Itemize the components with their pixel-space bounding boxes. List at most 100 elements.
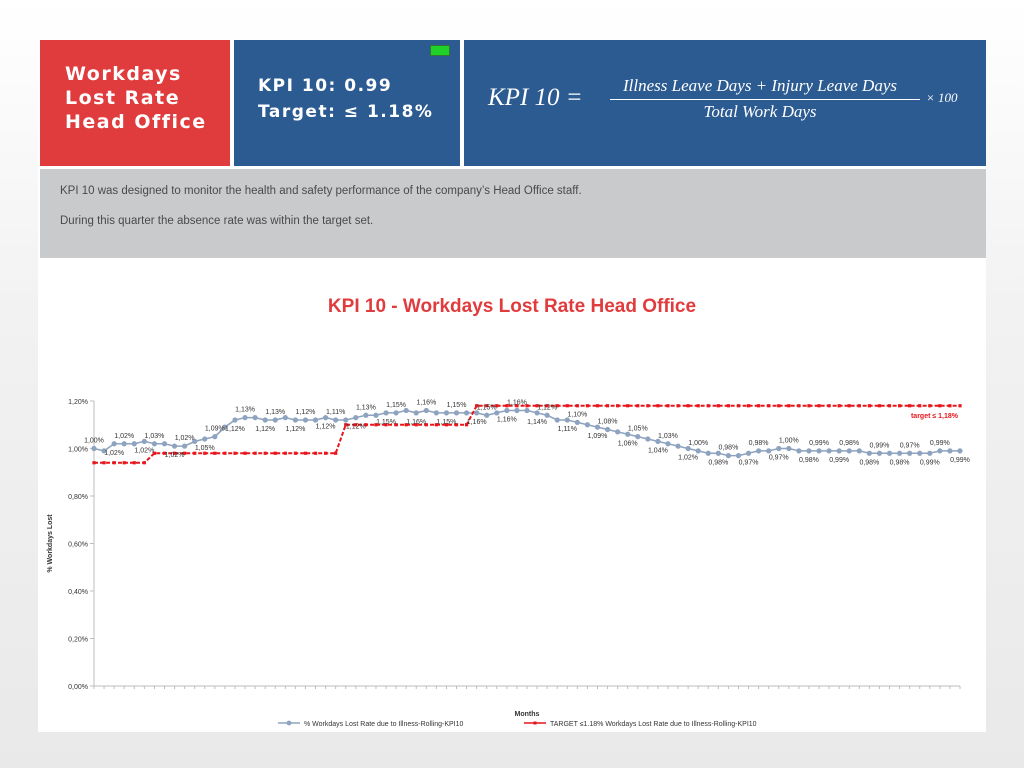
target-point <box>132 461 136 465</box>
target-point <box>958 404 962 408</box>
target-point <box>183 451 187 455</box>
target-point <box>626 404 630 408</box>
data-label: 0,98% <box>890 459 910 466</box>
data-label: 1,16% <box>467 419 487 426</box>
rate-point <box>725 453 731 459</box>
target-point <box>797 404 801 408</box>
target-point <box>223 451 227 455</box>
rate-point <box>927 450 933 456</box>
target-point <box>817 404 821 408</box>
rate-point <box>242 415 248 421</box>
rate-point <box>685 445 691 452</box>
data-label: 1,16% <box>507 400 527 407</box>
legend-target-marker <box>533 721 537 725</box>
kpi-panel: KPI 10: 0.99 Target: ≤ 1.18% <box>234 40 460 166</box>
target-point <box>575 404 579 408</box>
target-end-label: target ≤ 1,18% <box>911 413 959 420</box>
rate-point <box>866 450 872 456</box>
target-point <box>424 423 428 427</box>
target-point <box>616 404 620 408</box>
data-label: 1,10% <box>567 411 587 418</box>
data-label: 1,02% <box>104 450 124 457</box>
description-line-1: KPI 10 was designed to monitor the healt… <box>60 185 582 197</box>
data-label: 0,99% <box>809 440 829 447</box>
target-point <box>454 423 459 427</box>
rate-point <box>202 436 208 442</box>
rate-point <box>192 438 198 444</box>
data-label: 1,05% <box>628 426 648 433</box>
rate-point <box>544 412 550 418</box>
data-label: 0,97% <box>769 455 789 462</box>
target-point <box>303 451 308 455</box>
rate-point <box>574 419 580 425</box>
rate-point <box>323 415 329 421</box>
data-label: 1,05% <box>195 445 215 452</box>
target-point <box>726 404 730 408</box>
status-indicator-icon <box>430 45 450 56</box>
rate-point <box>232 417 238 423</box>
rate-point <box>957 448 963 454</box>
target-point <box>172 451 177 455</box>
fraction-bar <box>610 99 920 100</box>
rate-point <box>856 448 862 454</box>
target-point <box>847 404 851 408</box>
target-point <box>364 423 368 427</box>
target-point <box>595 404 600 408</box>
rate-point <box>806 448 812 454</box>
target-point <box>827 404 831 408</box>
target-point <box>877 404 882 408</box>
data-label: 1,02% <box>175 435 195 442</box>
rate-point <box>373 412 379 418</box>
data-label: 1,02% <box>165 452 185 459</box>
line-chart: 0,00% 0,20% 0,40% 0,60% 0,80% 1,00% 1,20% Month… <box>47 399 970 728</box>
rate-point <box>937 448 943 454</box>
data-label: 1,09% <box>205 426 225 433</box>
target-point <box>444 423 449 427</box>
rate-point <box>705 450 711 456</box>
target-point <box>636 404 640 408</box>
chart-title: KPI 10 - Workdays Lost Rate Head Office <box>327 296 697 317</box>
data-label: 1,15% <box>477 404 497 411</box>
rate-point <box>121 441 127 447</box>
y-tick-label: 0,20% <box>68 637 88 644</box>
target-point <box>736 404 741 408</box>
data-label: 1,16% <box>497 417 517 424</box>
rate-point <box>836 448 842 454</box>
rate-point <box>171 443 178 449</box>
data-label: 1,12% <box>316 424 336 431</box>
data-label: 1,13% <box>235 407 255 414</box>
y-tick-label: 0,80% <box>68 494 88 501</box>
data-label: 0,99% <box>870 442 890 449</box>
target-point <box>384 423 388 427</box>
target-point <box>243 451 247 455</box>
target-point <box>837 404 841 408</box>
target-point <box>646 404 650 408</box>
rate-point <box>846 448 852 454</box>
y-tick-label: 0,60% <box>68 542 88 549</box>
target-point <box>434 423 438 427</box>
rate-point <box>474 410 480 416</box>
rate-point <box>584 422 591 428</box>
data-label: 1,12% <box>285 426 305 433</box>
target-point <box>666 404 670 408</box>
rate-point <box>594 424 601 430</box>
rate-point <box>756 448 762 454</box>
rate-point <box>252 415 258 421</box>
data-label: 1,00% <box>779 438 799 445</box>
rate-point <box>776 445 782 452</box>
target-point <box>313 451 318 455</box>
rate-point <box>423 407 429 414</box>
target-point <box>263 451 267 455</box>
rate-point <box>443 410 450 416</box>
rate-point <box>876 450 883 456</box>
formula-denominator: Total Work Days <box>703 102 817 121</box>
rate-point <box>343 417 349 423</box>
rate-point <box>675 443 681 449</box>
rate-point <box>796 448 802 454</box>
target-point <box>686 404 690 408</box>
rate-point <box>91 445 97 452</box>
data-label: 0,98% <box>839 440 859 447</box>
title-panel: Workdays Lost Rate Head Office <box>40 40 230 166</box>
target-point <box>253 451 257 455</box>
data-label: 1,02% <box>134 447 154 454</box>
